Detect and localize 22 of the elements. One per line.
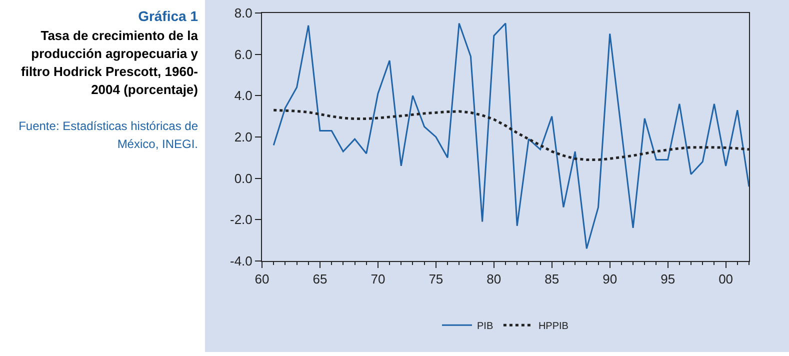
line-series: [272, 22, 749, 250]
x-tick-label: 65: [312, 272, 328, 287]
chart-title: Gráfica 1: [137, 8, 198, 24]
x-tick-label: 70: [370, 272, 386, 287]
y-tick-label: 6.0: [234, 46, 252, 62]
y-tick-label: 8.0: [234, 6, 252, 21]
y-tick-label: 4.0: [234, 88, 252, 104]
x-tick-label: 85: [544, 272, 560, 287]
text: Tasa de crecimiento de la producción agropecuaria y filtro Hodrick Prescott, 1960-2004 (porcentaje): [20, 27, 198, 99]
x-tick-label: 60: [254, 272, 270, 287]
x-tick-label: 95: [660, 272, 676, 287]
y-tick-label: -2.0: [230, 212, 252, 228]
y-tick-label: 2.0: [234, 130, 252, 145]
legend-label: PIB: [477, 321, 494, 332]
x-tick-label: 00: [718, 272, 734, 287]
y-tick-label: 0.0: [234, 170, 252, 186]
source-note: Fuente: Estadísticas históricas de México, INEGI.: [18, 118, 198, 153]
legend-label: HPPIB: [538, 321, 569, 332]
x-tick-label: 90: [602, 272, 618, 287]
x-tick-label: 80: [486, 272, 502, 287]
y-tick-label: -4.0: [230, 254, 252, 269]
x-tick-label: 75: [428, 272, 444, 287]
